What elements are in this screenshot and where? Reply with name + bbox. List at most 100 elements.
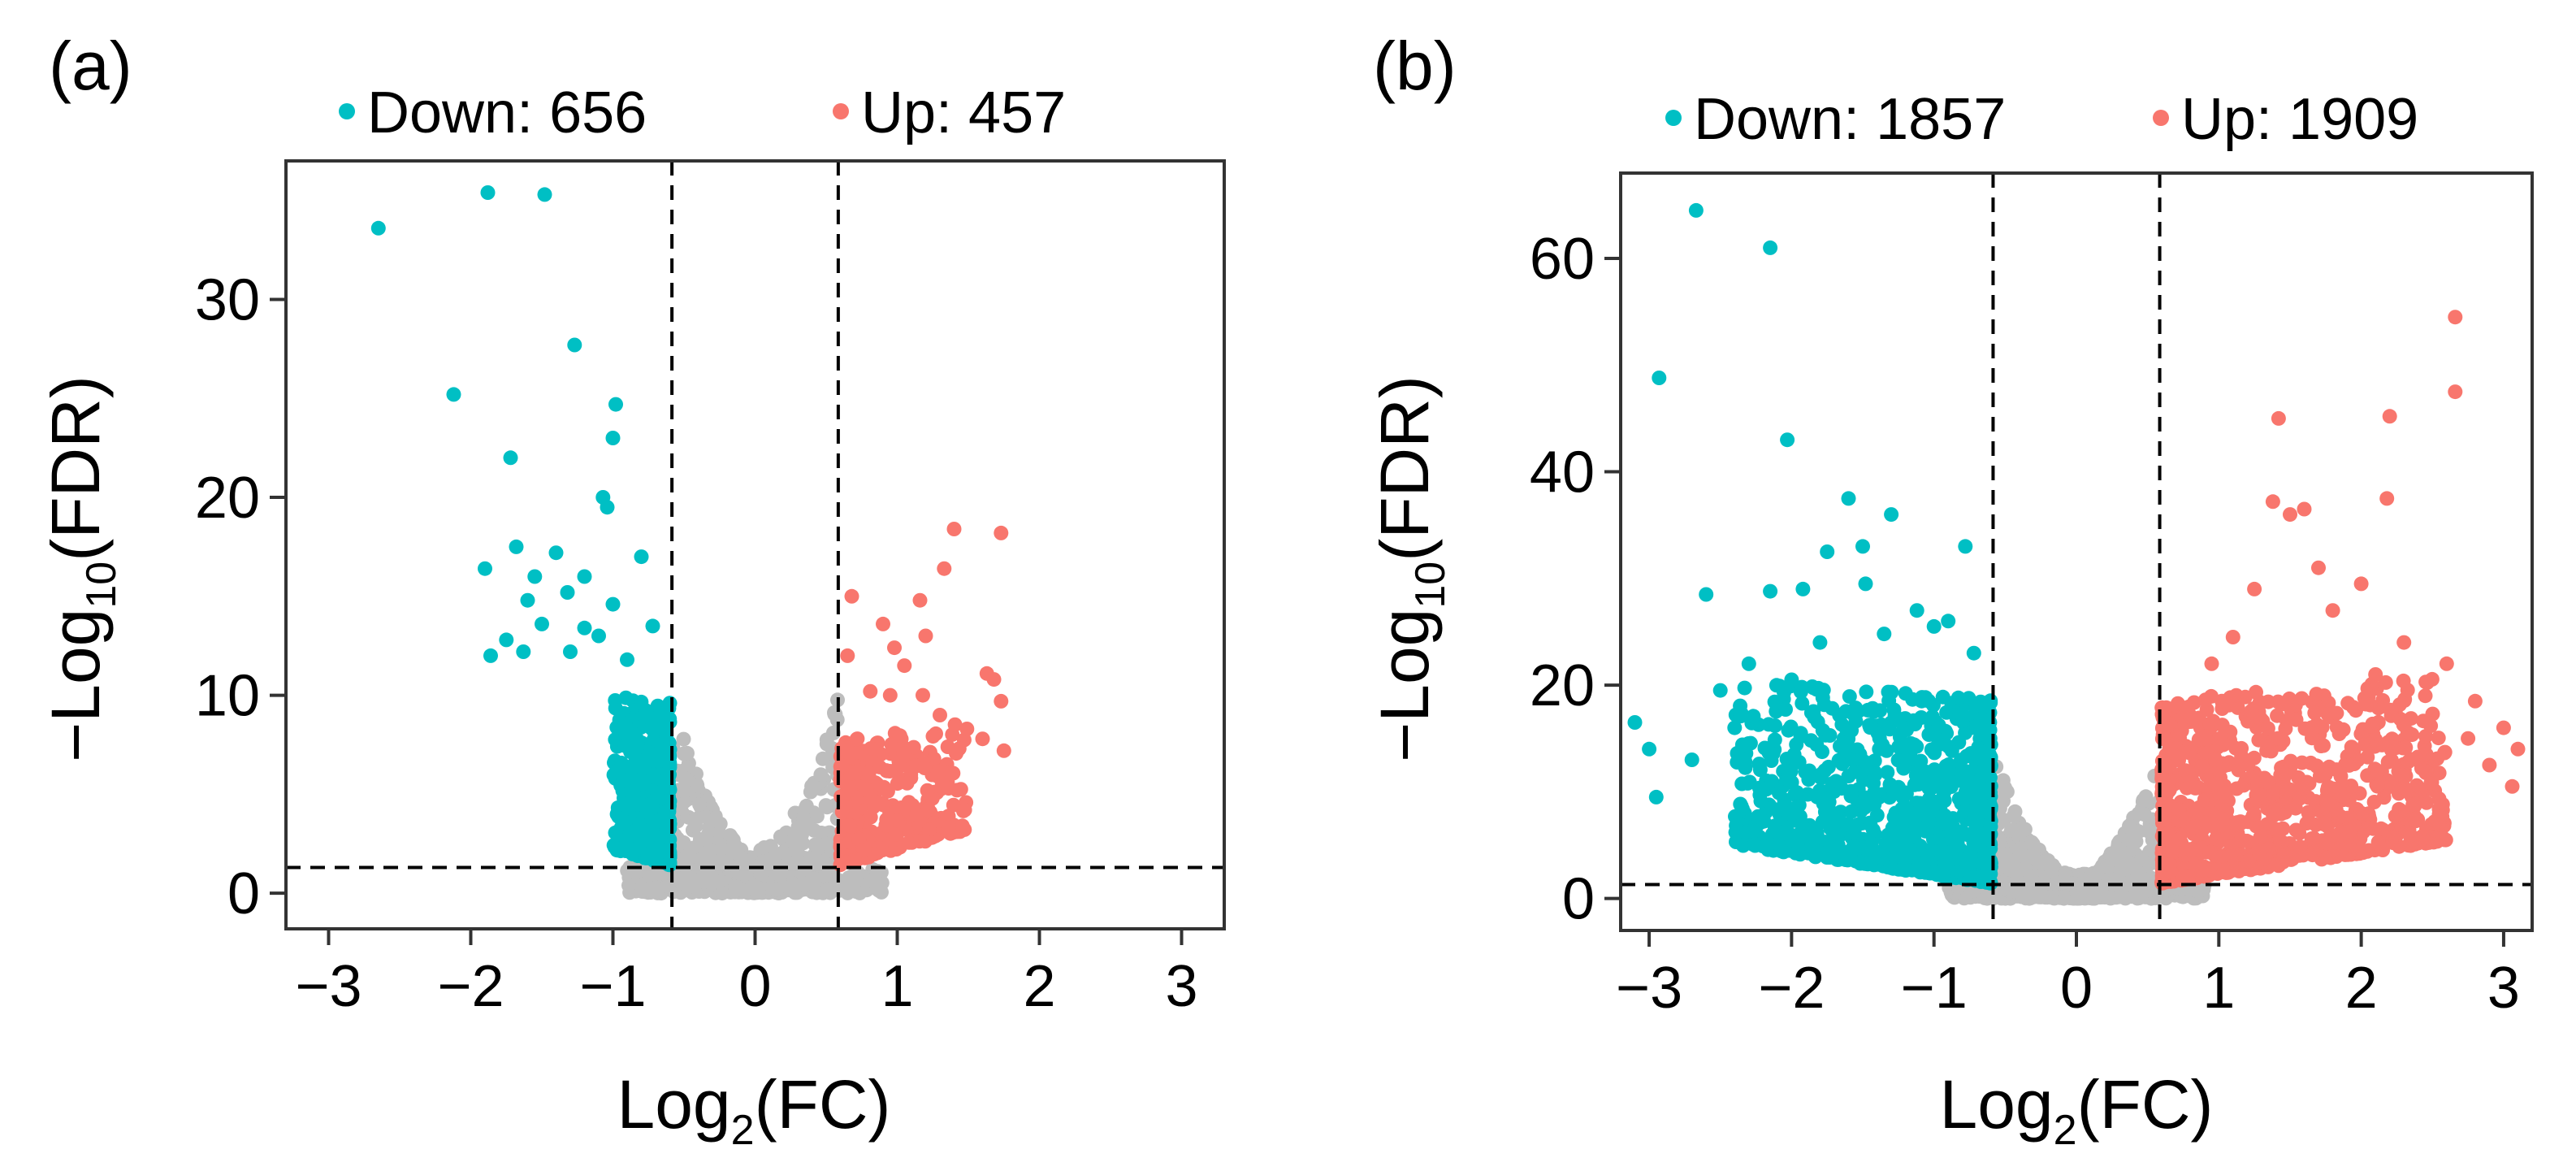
y-tick-label: 0	[1562, 867, 1595, 932]
point-up	[2375, 822, 2391, 838]
point-ns	[2137, 807, 2152, 822]
point-up	[2271, 731, 2286, 746]
point-down	[1815, 744, 1829, 760]
legend-down-marker-b	[1665, 110, 1682, 126]
x-tick-label: −2	[437, 954, 504, 1019]
point-ns	[2006, 883, 2021, 899]
point-down	[1820, 544, 1835, 559]
point-up	[2325, 603, 2340, 618]
point-ns	[2045, 857, 2060, 873]
point-down	[1816, 683, 1831, 698]
point-down	[1780, 432, 1795, 448]
point-ns	[751, 885, 766, 900]
point-ns	[2111, 870, 2126, 886]
point-ns	[2036, 889, 2051, 904]
point-ns	[679, 771, 695, 787]
point-down	[1897, 857, 1912, 871]
point-up	[2394, 768, 2409, 783]
point-up	[2162, 783, 2177, 798]
point-down	[661, 779, 677, 795]
point-up	[840, 743, 855, 758]
point-ns	[2073, 889, 2089, 904]
point-down	[560, 585, 575, 600]
x-tick-label: −3	[295, 954, 362, 1019]
point-up	[2510, 741, 2526, 757]
panel-a: (a) Down: 656 Up: 457 −3 −2 −1 0 1 2 30102030 …	[37, 28, 1226, 1154]
point-up	[2319, 835, 2335, 851]
point-up	[2341, 757, 2357, 773]
point-down	[1842, 689, 1857, 705]
point-up	[879, 763, 894, 778]
point-up	[2352, 786, 2367, 801]
point-ns	[708, 874, 723, 889]
point-down	[446, 387, 461, 402]
point-up	[2273, 696, 2288, 711]
y-axis-title-sub-b: 10	[1407, 562, 1454, 609]
point-down	[608, 825, 623, 840]
point-up	[2360, 749, 2375, 765]
point-up	[2435, 830, 2450, 845]
point-up	[2370, 835, 2386, 850]
point-down	[659, 844, 674, 860]
point-down	[1983, 749, 1998, 765]
point-ns	[807, 822, 822, 838]
point-ns	[2005, 853, 2020, 869]
point-up	[2439, 656, 2454, 671]
point-down	[1768, 718, 1782, 733]
point-up	[2405, 797, 2421, 813]
point-ns	[640, 882, 656, 897]
point-up	[2415, 831, 2431, 846]
point-ns	[796, 810, 811, 826]
point-up	[2296, 780, 2311, 796]
point-down	[1886, 702, 1902, 718]
x-tick-label: 0	[2060, 956, 2093, 1021]
point-down	[1937, 793, 1952, 809]
point-ns	[776, 844, 791, 860]
point-up	[2261, 694, 2276, 709]
point-up	[2274, 760, 2289, 775]
x-axis-title-tail-a: (FC)	[755, 1066, 891, 1143]
point-down	[1795, 679, 1809, 695]
point-up	[2178, 763, 2193, 778]
point-down	[1767, 732, 1782, 748]
y-axis-title-a: −Log10(FDR)	[37, 375, 125, 762]
legend-up-marker-a	[833, 103, 849, 119]
point-down	[634, 549, 649, 565]
point-up	[880, 783, 895, 799]
point-up	[2370, 763, 2385, 778]
point-down	[1925, 797, 1941, 813]
point-down	[1983, 874, 1998, 889]
point-ns	[2144, 825, 2159, 840]
point-up	[861, 765, 877, 781]
point-up	[2197, 792, 2213, 808]
x-tick-label: 3	[2487, 956, 2520, 1021]
point-ns	[864, 873, 879, 888]
point-down	[639, 703, 654, 718]
point-down	[503, 450, 518, 466]
point-down	[1737, 680, 1752, 696]
point-down	[1773, 844, 1789, 859]
point-up	[896, 746, 911, 761]
point-down	[1863, 817, 1878, 832]
point-up	[920, 783, 935, 798]
point-up	[959, 722, 975, 736]
point-down	[1905, 692, 1920, 707]
point-up	[975, 731, 990, 747]
point-ns	[680, 870, 695, 885]
y-axis-title-main-a: −Log	[37, 609, 114, 762]
point-up	[2249, 684, 2263, 700]
point-down	[1838, 704, 1854, 719]
panel-label-b: (b)	[1373, 28, 1457, 104]
point-up	[2400, 725, 2415, 740]
point-down	[1835, 845, 1851, 861]
point-up	[2314, 719, 2330, 735]
point-up	[2202, 844, 2218, 860]
point-up	[2171, 813, 2187, 828]
point-ns	[2017, 822, 2033, 837]
point-down	[1781, 767, 1796, 782]
point-down	[1828, 826, 1843, 841]
point-up	[2308, 818, 2323, 832]
point-down	[1734, 776, 1750, 792]
point-ns	[2187, 883, 2202, 898]
